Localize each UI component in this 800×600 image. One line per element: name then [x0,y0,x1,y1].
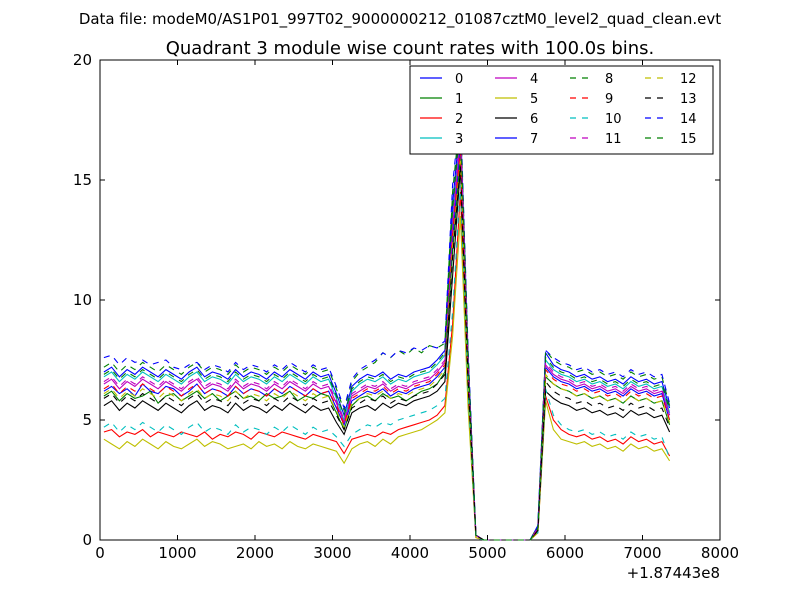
data-file-suptitle: Data file: modeM0/AS1P01_997T02_90000002… [79,10,721,29]
series-line-5 [103,215,671,541]
x-tick-label: 7000 [623,544,661,562]
legend-label-14: 14 [680,112,697,127]
x-tick-label: 1000 [158,544,196,562]
legend-label-5: 5 [530,92,538,107]
legend-label-11: 11 [605,132,622,147]
series-line-3 [103,131,671,541]
x-tick-label: 5000 [468,544,506,562]
legend-label-6: 6 [530,112,538,127]
series-line-6 [103,167,671,541]
x-tick-label: 8000 [701,544,739,562]
y-tick-label: 0 [82,531,92,549]
series-line-11 [103,127,671,541]
series-line-10 [103,184,671,541]
x-tick-label: 0 [95,544,105,562]
series-line-14 [103,107,671,541]
legend-label-12: 12 [680,72,697,87]
legend-label-2: 2 [455,112,463,127]
y-tick-label: 5 [82,411,92,429]
y-tick-label: 10 [73,291,92,309]
chart-title: Quadrant 3 module wise count rates with … [166,38,655,59]
series-line-4 [103,136,671,541]
x-tick-label: 2000 [236,544,274,562]
legend-label-7: 7 [530,132,538,147]
legend-label-10: 10 [605,112,622,127]
series-line-13 [103,165,671,541]
x-axis-ticks: 0 1000 2000 3000 4000 5000 6000 7000 8000 [95,60,739,562]
series-line-2 [103,191,671,541]
series-line-7 [103,119,671,541]
y-tick-label: 15 [73,171,92,189]
series-line-9 [103,151,671,541]
series-line-12 [103,160,671,541]
x-tick-label: 6000 [546,544,584,562]
legend-label-8: 8 [605,72,613,87]
legend-label-0: 0 [455,72,463,87]
legend-label-1: 1 [455,92,463,107]
legend-label-9: 9 [605,92,613,107]
x-axis-offset-label: +1.87443e8 [627,564,720,582]
x-tick-label: 3000 [313,544,351,562]
legend-label-15: 15 [680,132,697,147]
legend-label-4: 4 [530,72,538,87]
y-tick-label: 20 [73,51,92,69]
legend-label-13: 13 [680,92,697,107]
x-tick-label: 4000 [391,544,429,562]
series-line-15 [103,122,671,541]
series-lines [103,107,671,541]
legend-box [409,65,714,155]
legend-label-3: 3 [455,132,463,147]
